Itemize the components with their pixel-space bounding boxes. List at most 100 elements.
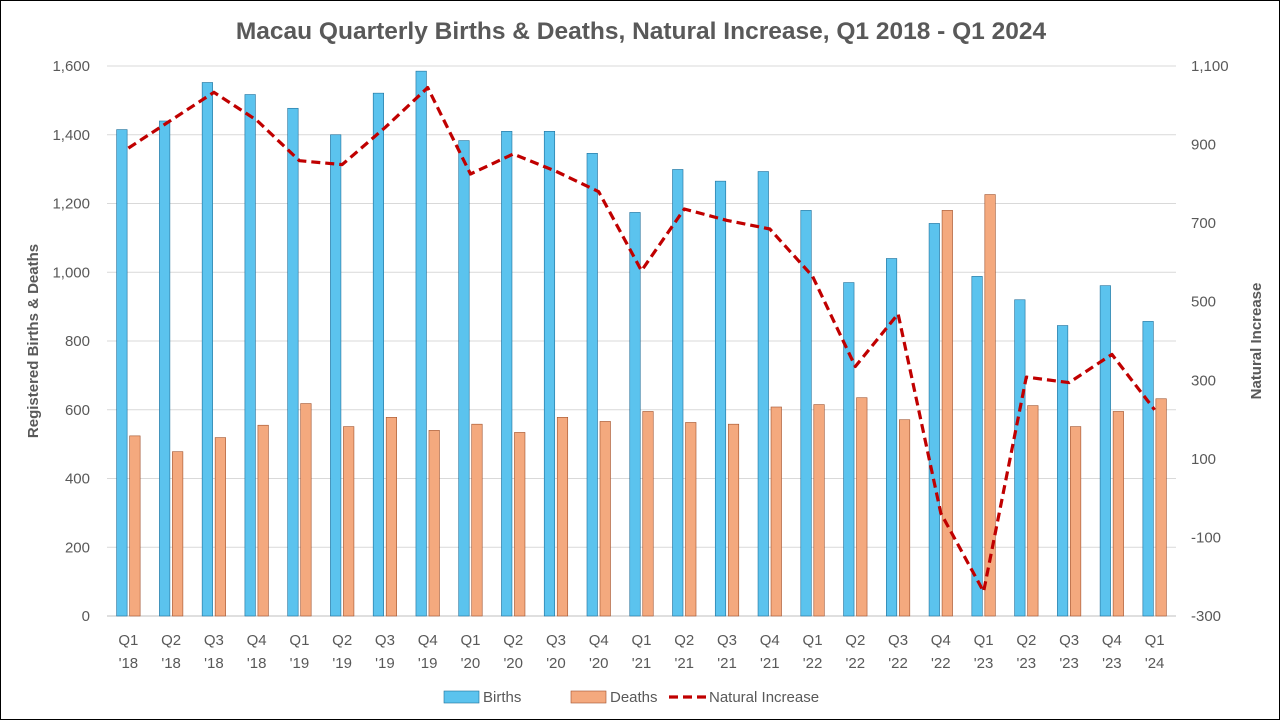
x-tick-year: '20 bbox=[461, 655, 481, 672]
x-tick-quarter: Q1 bbox=[803, 632, 823, 649]
births-bar bbox=[201, 82, 213, 617]
births-bar bbox=[501, 131, 513, 617]
x-tick-quarter: Q1 bbox=[1145, 632, 1165, 649]
deaths-bar bbox=[385, 417, 397, 617]
x-tick-year: '18 bbox=[204, 655, 224, 672]
bars bbox=[116, 70, 1167, 617]
x-tick-quarter: Q4 bbox=[247, 632, 267, 649]
x-tick-quarter: Q3 bbox=[546, 632, 566, 649]
x-tick-quarter: Q1 bbox=[631, 632, 651, 649]
legend-deaths-label: Deaths bbox=[610, 689, 658, 706]
births-bar bbox=[629, 212, 641, 617]
y-axis-right-label: Natural Increase bbox=[1248, 283, 1265, 400]
x-tick-quarter: Q4 bbox=[931, 632, 951, 649]
births-bar bbox=[757, 171, 769, 617]
deaths-bar bbox=[514, 432, 526, 617]
deaths-bar bbox=[685, 422, 697, 617]
x-tick-year: '21 bbox=[760, 655, 780, 672]
x-tick-quarter: Q4 bbox=[418, 632, 438, 649]
x-tick-quarter: Q3 bbox=[204, 632, 224, 649]
x-tick-year: '19 bbox=[290, 655, 310, 672]
y2-tick-label: -300 bbox=[1191, 608, 1221, 625]
births-bar bbox=[1014, 299, 1026, 617]
deaths-bar bbox=[642, 411, 654, 617]
deaths-bar bbox=[343, 426, 355, 617]
deaths-bar bbox=[556, 417, 569, 617]
deaths-bar bbox=[984, 194, 996, 617]
x-tick-quarter: Q4 bbox=[589, 632, 609, 649]
deaths-bar bbox=[428, 430, 440, 617]
y-tick-label: 200 bbox=[65, 539, 90, 556]
births-bar bbox=[244, 94, 256, 617]
deaths-bar bbox=[214, 437, 226, 617]
deaths-bar bbox=[770, 406, 782, 617]
births-bar bbox=[458, 140, 470, 617]
births-bar bbox=[287, 107, 299, 617]
births-bar bbox=[800, 210, 812, 617]
deaths-bar bbox=[941, 210, 953, 617]
births-bar bbox=[330, 134, 342, 617]
births-bar bbox=[116, 129, 128, 617]
x-tick-quarter: Q2 bbox=[674, 632, 694, 649]
x-tick-year: '22 bbox=[931, 655, 951, 672]
x-tick-year: '18 bbox=[247, 655, 267, 672]
x-tick-year: '21 bbox=[632, 655, 652, 672]
births-bar bbox=[1142, 321, 1154, 617]
x-tick-year: '22 bbox=[888, 655, 908, 672]
deaths-bar bbox=[172, 451, 184, 617]
y-axis-left: 0 200 400 600 800 1,000 1,200 1,400 1,600 bbox=[52, 58, 90, 625]
births-bar bbox=[415, 70, 427, 617]
births-bar bbox=[1057, 325, 1069, 617]
y2-tick-label: -100 bbox=[1191, 529, 1221, 546]
x-tick-year: '23 bbox=[1017, 655, 1037, 672]
deaths-bar bbox=[1070, 426, 1082, 617]
y-tick-label: 800 bbox=[65, 333, 90, 350]
deaths-bar bbox=[129, 435, 141, 617]
y-tick-label: 1,000 bbox=[52, 264, 90, 281]
y2-tick-label: 900 bbox=[1191, 137, 1216, 154]
x-tick-quarter: Q1 bbox=[289, 632, 309, 649]
births-bar bbox=[886, 258, 898, 617]
x-tick-year: '19 bbox=[375, 655, 395, 672]
y-tick-label: 1,400 bbox=[52, 127, 90, 144]
line-layer bbox=[127, 85, 1156, 594]
births-bar bbox=[971, 276, 983, 617]
deaths-bar bbox=[727, 423, 740, 617]
deaths-bar bbox=[813, 404, 825, 617]
chart-title: Macau Quarterly Births & Deaths, Natural… bbox=[236, 18, 1047, 45]
x-tick-quarter: Q3 bbox=[375, 632, 395, 649]
legend-natural-increase-label: Natural Increase bbox=[709, 689, 819, 706]
x-tick-year: '19 bbox=[332, 655, 352, 672]
x-tick-quarter: Q3 bbox=[1059, 632, 1079, 649]
x-tick-year: '21 bbox=[717, 655, 737, 672]
x-tick-year: '22 bbox=[803, 655, 823, 672]
y2-tick-label: 700 bbox=[1191, 215, 1216, 232]
deaths-bar bbox=[471, 423, 483, 617]
x-tick-year: '23 bbox=[1059, 655, 1079, 672]
deaths-bar bbox=[1027, 405, 1039, 617]
y2-tick-label: 300 bbox=[1191, 372, 1216, 389]
births-bar bbox=[586, 153, 598, 617]
x-tick-quarter: Q2 bbox=[1016, 632, 1036, 649]
deaths-bar bbox=[856, 397, 868, 617]
y-axis-right: -300 -100 100 300 500 700 900 1,100 bbox=[1191, 58, 1229, 625]
x-tick-quarter: Q4 bbox=[1102, 632, 1122, 649]
x-tick-quarter: Q1 bbox=[118, 632, 138, 649]
births-bar bbox=[672, 169, 684, 617]
y2-tick-label: 1,100 bbox=[1191, 58, 1229, 75]
x-tick-year: '24 bbox=[1145, 655, 1165, 672]
y2-tick-label: 500 bbox=[1191, 294, 1216, 311]
births-bar bbox=[1099, 285, 1111, 617]
x-tick-quarter: Q2 bbox=[332, 632, 352, 649]
deaths-bar bbox=[599, 421, 611, 617]
y-axis-left-label: Registered Births & Deaths bbox=[25, 244, 42, 438]
x-axis: Q1 '18 Q2 '18 Q3 '18 Q4 '18 Q1 '19 Q2 '19 Q3 '19 Q4 '19… bbox=[118, 632, 1164, 672]
births-bar bbox=[714, 180, 727, 617]
x-tick-year: '18 bbox=[161, 655, 181, 672]
x-tick-year: '20 bbox=[546, 655, 566, 672]
births-bar bbox=[928, 223, 940, 617]
gridlines bbox=[107, 65, 1176, 617]
legend-deaths-swatch bbox=[570, 690, 607, 704]
